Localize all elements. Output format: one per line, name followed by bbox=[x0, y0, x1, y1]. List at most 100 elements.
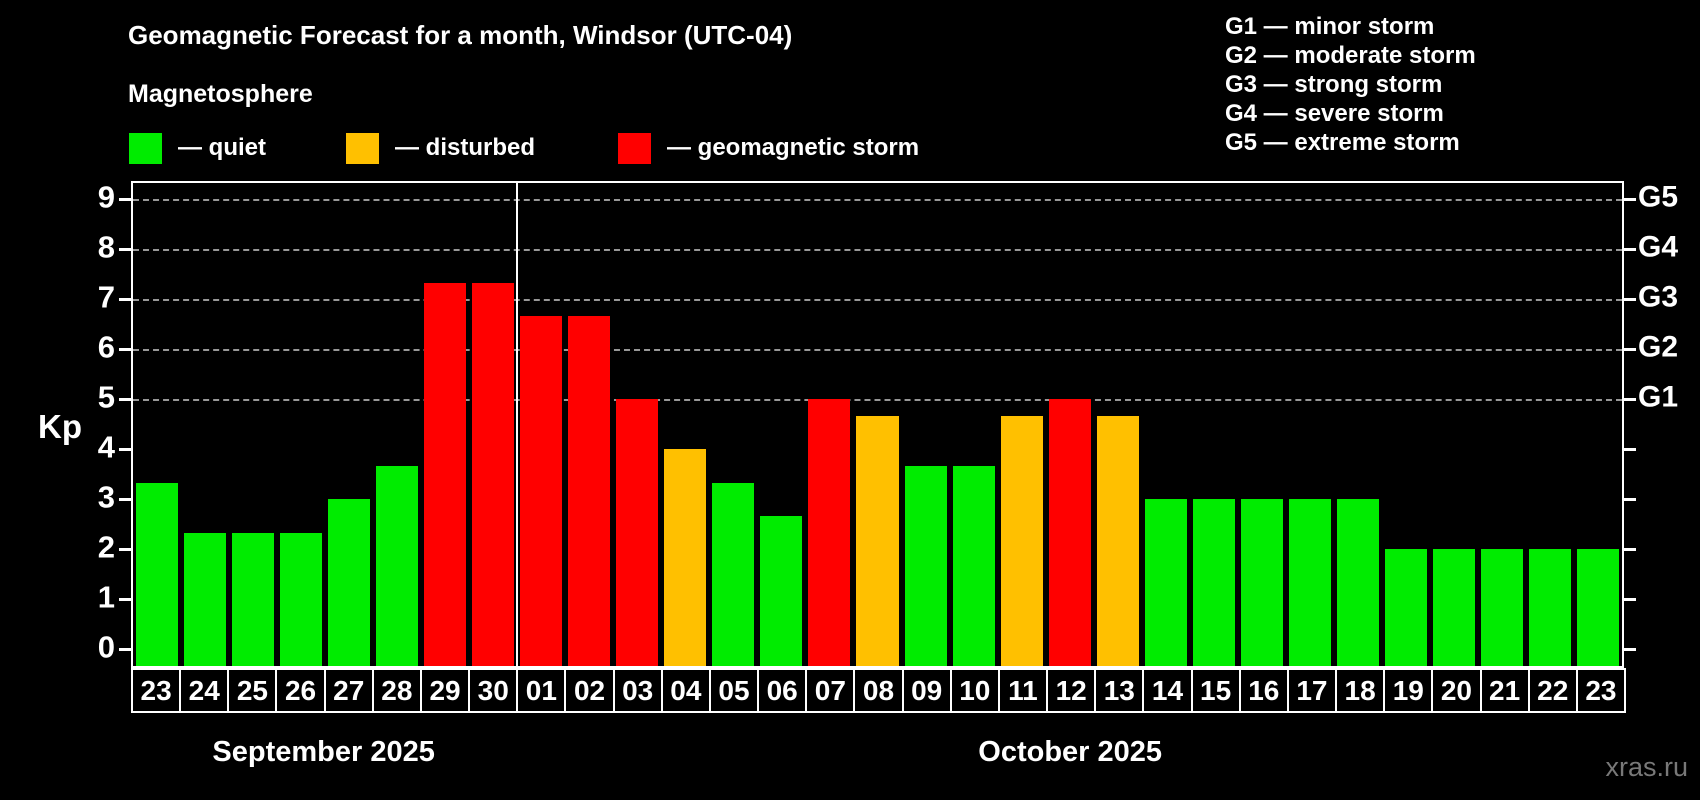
day-label-september-25: 25 bbox=[227, 668, 278, 713]
right-tick-5 bbox=[1624, 398, 1636, 401]
y-axis-label-0: 0 bbox=[97, 629, 115, 665]
day-label-october-20: 20 bbox=[1431, 668, 1482, 713]
gridline-kp9 bbox=[133, 199, 1622, 201]
gridline-kp7 bbox=[133, 299, 1622, 301]
right-tick-8 bbox=[1624, 248, 1636, 251]
right-tick-9 bbox=[1624, 198, 1636, 201]
legend-label-storm: — geomagnetic storm bbox=[667, 134, 920, 161]
day-label-september-30: 30 bbox=[468, 668, 519, 713]
bar-17-quiet bbox=[1288, 499, 1331, 666]
day-label-october-09: 09 bbox=[901, 668, 952, 713]
day-label-october-15: 15 bbox=[1190, 668, 1241, 713]
legend-item-quiet: — quiet bbox=[129, 132, 266, 164]
plot-area: 0 1 2 3 4 5 G1 6 G2 7 G3 8 G4 9 G5 bbox=[98, 180, 1678, 668]
g-scale-legend: G1 — minor storm G2 — moderate storm G3 — … bbox=[1225, 12, 1476, 157]
g-legend-line-4: G4 — severe storm bbox=[1225, 100, 1444, 127]
left-tick-2 bbox=[119, 548, 131, 551]
bar-05-quiet bbox=[712, 482, 755, 666]
bar-23-quiet bbox=[136, 482, 179, 666]
bar-22-quiet bbox=[1528, 549, 1571, 666]
y-axis-label-4: 4 bbox=[97, 429, 115, 465]
y-axis-label-1: 1 bbox=[97, 579, 115, 615]
y-axis-label-7: 7 bbox=[97, 279, 115, 315]
month-separator bbox=[516, 183, 519, 666]
left-tick-4 bbox=[119, 448, 131, 451]
left-tick-1 bbox=[119, 598, 131, 601]
day-label-october-22: 22 bbox=[1527, 668, 1578, 713]
day-label-september-27: 27 bbox=[323, 668, 374, 713]
bar-08-disturbed bbox=[856, 415, 899, 666]
day-label-september-26: 26 bbox=[275, 668, 326, 713]
watermark: xras.ru bbox=[1605, 752, 1688, 782]
left-tick-6 bbox=[119, 348, 131, 351]
g-legend-line-5: G5 — extreme storm bbox=[1225, 129, 1460, 156]
day-label-october-10: 10 bbox=[949, 668, 1000, 713]
g-axis-label-G4: G4 bbox=[1638, 230, 1679, 264]
bar-09-quiet bbox=[904, 465, 947, 666]
bar-07-storm bbox=[808, 399, 851, 666]
bar-01-storm bbox=[520, 315, 563, 666]
bar-24-quiet bbox=[184, 532, 227, 666]
g-legend-line-1: G1 — minor storm bbox=[1225, 13, 1435, 40]
gridline-kp8 bbox=[133, 249, 1622, 251]
legend-swatch-disturbed bbox=[346, 132, 379, 164]
day-label-october-13: 13 bbox=[1094, 668, 1145, 713]
legend-item-disturbed: — disturbed bbox=[346, 132, 535, 164]
day-label-october-06: 06 bbox=[757, 668, 808, 713]
left-tick-5 bbox=[119, 398, 131, 401]
bar-23-quiet bbox=[1576, 549, 1619, 666]
subtitle-magnetosphere: Magnetosphere bbox=[128, 80, 313, 108]
bar-26-quiet bbox=[280, 532, 323, 666]
day-label-october-07: 07 bbox=[805, 668, 856, 713]
right-tick-3 bbox=[1624, 498, 1636, 501]
legend-item-storm: — geomagnetic storm bbox=[618, 132, 919, 164]
day-label-october-12: 12 bbox=[1046, 668, 1097, 713]
legend-label-disturbed: — disturbed bbox=[395, 134, 536, 161]
right-tick-0 bbox=[1624, 648, 1636, 651]
day-label-october-21: 21 bbox=[1479, 668, 1530, 713]
day-label-september-24: 24 bbox=[179, 668, 230, 713]
page-title: Geomagnetic Forecast for a month, Windso… bbox=[128, 20, 793, 50]
left-tick-9 bbox=[119, 198, 131, 201]
bar-06-quiet bbox=[760, 515, 803, 666]
y-axis-label-8: 8 bbox=[97, 229, 115, 265]
day-label-october-18: 18 bbox=[1335, 668, 1386, 713]
bar-12-storm bbox=[1048, 399, 1091, 666]
bar-04-disturbed bbox=[664, 449, 707, 666]
legend-label-quiet: — quiet bbox=[178, 134, 266, 161]
day-label-october-08: 08 bbox=[853, 668, 904, 713]
day-label-october-17: 17 bbox=[1286, 668, 1338, 713]
day-label-september-29: 29 bbox=[419, 668, 471, 713]
left-tick-0 bbox=[119, 648, 131, 651]
bar-21-quiet bbox=[1480, 549, 1523, 666]
bar-03-storm bbox=[616, 399, 659, 666]
left-tick-3 bbox=[119, 498, 131, 501]
day-label-october-19: 19 bbox=[1383, 668, 1434, 713]
bar-19-quiet bbox=[1384, 549, 1427, 666]
day-label-september-23: 23 bbox=[131, 668, 182, 713]
right-tick-2 bbox=[1624, 548, 1636, 551]
bar-15-quiet bbox=[1192, 499, 1235, 666]
day-label-october-05: 05 bbox=[708, 668, 760, 713]
day-label-october-16: 16 bbox=[1238, 668, 1289, 713]
left-tick-8 bbox=[119, 248, 131, 251]
kp-axis-title: Kp bbox=[38, 408, 82, 445]
right-tick-1 bbox=[1624, 598, 1636, 601]
y-axis-label-9: 9 bbox=[97, 179, 115, 215]
gridline-kp5 bbox=[133, 399, 1622, 401]
bar-28-quiet bbox=[376, 465, 419, 666]
day-label-september-28: 28 bbox=[371, 668, 422, 713]
g-axis-label-G2: G2 bbox=[1638, 330, 1679, 364]
g-legend-line-3: G3 — strong storm bbox=[1225, 71, 1443, 98]
bar-16-quiet bbox=[1240, 499, 1283, 666]
legend-swatch-storm bbox=[618, 132, 651, 164]
right-tick-6 bbox=[1624, 348, 1636, 351]
bar-14-quiet bbox=[1144, 499, 1187, 666]
day-axis: 23 24 25 26 27 28 29 30 01 02 03 04 05 06 07 08 09 10 11 12… bbox=[131, 668, 1626, 713]
bar-10-quiet bbox=[952, 465, 995, 666]
day-label-october-11: 11 bbox=[997, 668, 1049, 713]
day-label-october-03: 03 bbox=[612, 668, 663, 713]
day-label-october-04: 04 bbox=[660, 668, 711, 713]
bar-27-quiet bbox=[328, 499, 371, 666]
g-legend-line-2: G2 — moderate storm bbox=[1225, 42, 1476, 69]
